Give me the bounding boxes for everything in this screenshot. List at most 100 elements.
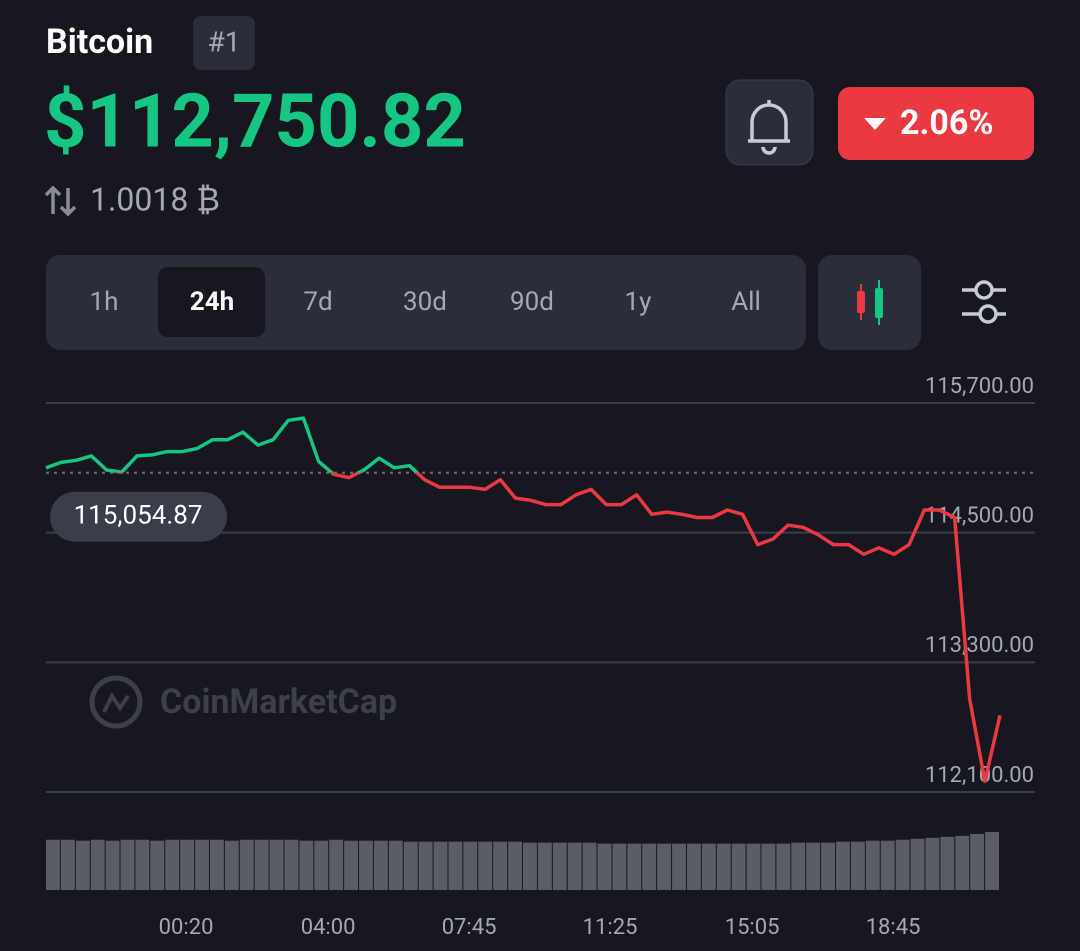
volume-bar	[776, 843, 791, 890]
volume-bar	[672, 843, 686, 890]
volume-bar	[895, 839, 910, 890]
volume-bar	[478, 841, 493, 890]
volume-bar	[567, 842, 582, 890]
volume-bar	[821, 842, 836, 890]
volume-bar	[657, 843, 672, 890]
tab[interactable]: 1h	[90, 287, 119, 317]
volume-bar	[806, 842, 821, 890]
tab[interactable]: All	[731, 287, 761, 317]
volume-bar	[970, 833, 985, 890]
bell-icon	[748, 100, 790, 155]
volume-bar	[195, 839, 209, 890]
volume-bar	[448, 841, 463, 890]
change-badge	[838, 87, 1034, 160]
active-tab	[158, 267, 265, 337]
volume-bar	[46, 839, 60, 890]
tab[interactable]: 30d	[403, 287, 447, 317]
volume-bar	[716, 843, 731, 890]
volume-bar	[209, 839, 224, 890]
watermark-text: CoinMarketCap	[160, 682, 397, 722]
volume-bar	[329, 839, 344, 890]
volume-bar	[880, 840, 895, 890]
y-tick-label: 114,500.00	[925, 503, 1034, 528]
volume-bar	[433, 841, 448, 890]
volume-bar	[940, 836, 955, 890]
candle-button[interactable]	[818, 255, 921, 350]
tab[interactable]: 24h	[190, 287, 234, 317]
volume-bar	[180, 839, 195, 890]
volume-bar	[731, 843, 746, 890]
volume-bar	[627, 843, 642, 890]
volume-bar	[254, 839, 269, 890]
volume-bar	[612, 843, 627, 890]
price-chart: 112,100.00 113,300.00 114,500.00 115,700.00…	[45, 374, 1035, 940]
down-arrow	[864, 118, 886, 130]
volume-bar	[359, 840, 373, 890]
volume-bar	[955, 835, 970, 890]
price-line-up	[45, 416, 420, 473]
volume-bar	[701, 843, 716, 890]
btc-price: 1.0018 ₿	[90, 180, 220, 218]
volume-bar	[985, 832, 999, 890]
volume-bar	[761, 843, 776, 890]
volume-bar	[90, 839, 105, 890]
alert-button[interactable]	[725, 79, 814, 166]
y-tick-label: 113,300.00	[925, 633, 1034, 658]
rank-badge	[193, 16, 255, 70]
volume-bar	[373, 840, 388, 890]
swap-icon	[44, 185, 77, 217]
volume-bar	[269, 839, 284, 890]
volume-bar	[686, 843, 701, 890]
volume-bar	[299, 840, 314, 890]
volume-bar	[910, 838, 925, 890]
volume-bar	[135, 839, 150, 890]
volume-bar	[60, 839, 75, 890]
volume-bar	[239, 839, 254, 890]
volume-bar	[314, 840, 329, 890]
volume-bar	[537, 842, 552, 890]
volume-bar	[105, 840, 120, 890]
candle-icon	[857, 280, 883, 325]
volume-bar	[165, 839, 180, 890]
volume-bar	[418, 841, 433, 890]
volume-bar	[493, 841, 508, 890]
change-percent: 2.06%	[900, 103, 994, 143]
volume-bar	[552, 842, 567, 890]
tab[interactable]: 7d	[303, 287, 332, 317]
x-tick-label: 00:20	[159, 915, 214, 940]
volume-bar	[403, 841, 418, 890]
price: $112,750.82	[44, 79, 466, 166]
x-tick-label: 04:00	[301, 915, 356, 940]
tab[interactable]: 90d	[510, 287, 554, 317]
volume-bar	[836, 841, 850, 890]
volume-bar	[597, 843, 612, 890]
x-tick-label: 18:45	[866, 915, 921, 940]
volume-bar	[746, 843, 761, 890]
volume-bar	[850, 841, 865, 890]
filter-icon[interactable]	[962, 280, 1006, 324]
volume-bar	[150, 840, 165, 890]
baseline-label: 115,054.87	[74, 501, 203, 531]
volume-bar	[642, 843, 657, 890]
volume-bar	[75, 840, 90, 890]
volume-bar	[791, 842, 806, 890]
volume-bar	[865, 840, 880, 890]
watermark: CoinMarketCap	[89, 675, 397, 729]
x-tick-label: 07:45	[442, 915, 497, 940]
volume-bar	[582, 842, 597, 890]
volume-bar	[523, 842, 537, 890]
volume-bar	[388, 840, 403, 890]
volume-bar	[925, 837, 940, 890]
x-tick-label: 11:25	[583, 915, 638, 940]
rank: #1	[208, 25, 241, 58]
y-tick-label: 112,100.00	[925, 763, 1034, 788]
tab[interactable]: 1y	[625, 287, 652, 317]
y-tick-label: 115,700.00	[925, 374, 1034, 399]
x-tick-label: 15:05	[725, 915, 780, 940]
baseline-pill	[50, 491, 227, 542]
volume-bar	[224, 840, 239, 890]
volume-bar	[344, 840, 359, 890]
tab-group: 1h 24h 7d 30d 90d 1y All	[90, 267, 761, 337]
